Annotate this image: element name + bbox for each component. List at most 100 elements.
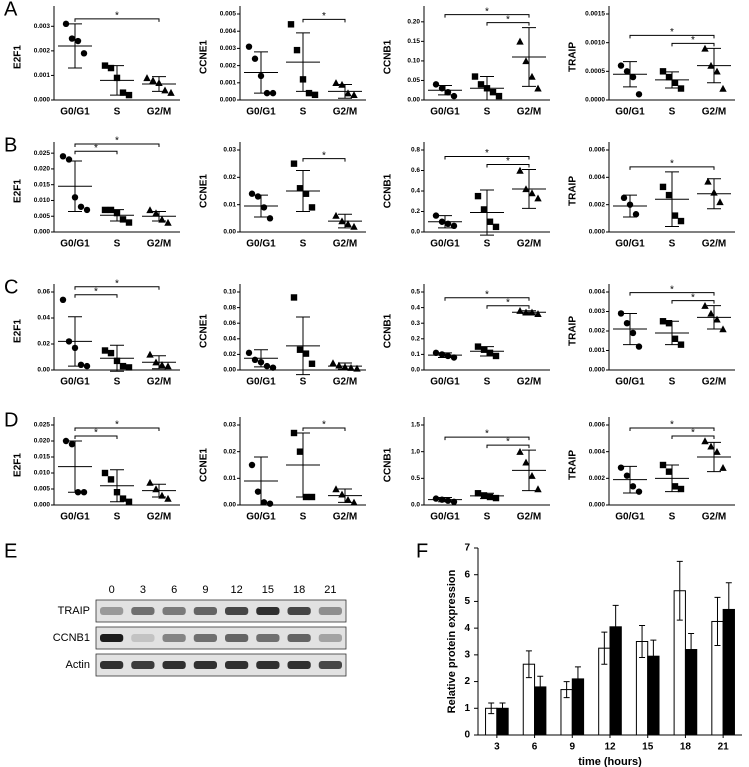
y-tick-label: 0.002	[589, 328, 606, 335]
point	[495, 92, 503, 100]
x-tick-label: G0/G1	[615, 377, 645, 388]
point	[269, 364, 277, 371]
significance-bracket	[629, 292, 715, 296]
blot-strip	[95, 626, 347, 650]
y-tick-label: 0.000	[589, 502, 606, 509]
x-tick-label: G0/G1	[615, 239, 645, 250]
blot-band	[318, 607, 342, 615]
point	[248, 190, 256, 197]
lane-label: 6	[171, 584, 177, 596]
point	[701, 301, 709, 309]
point	[432, 81, 440, 88]
error-bar	[254, 349, 268, 368]
error-bar	[110, 344, 124, 372]
point	[302, 190, 310, 197]
point	[119, 89, 127, 96]
blot-band	[287, 607, 311, 615]
x-tick-label: G2/M	[702, 107, 726, 118]
x-tick-label: S	[114, 377, 121, 388]
y-tick-label: 0.02	[223, 351, 236, 358]
x-tick-label: S	[300, 512, 307, 523]
significance-label: *	[94, 143, 98, 154]
point	[677, 341, 685, 348]
point	[486, 349, 494, 357]
y-tick-label: 0.002	[220, 62, 237, 69]
point	[251, 55, 259, 62]
y-tick-label: 0.015	[34, 454, 51, 461]
y-axis-label: E2F1	[13, 453, 24, 477]
point	[522, 458, 530, 466]
y-tick-label: 1.5	[411, 422, 420, 429]
panel-label: E	[4, 540, 17, 562]
error-bar	[714, 596, 721, 647]
x-tick-label: G2/M	[333, 239, 357, 250]
x-tick-label: G0/G1	[60, 512, 90, 523]
lane-label: 21	[324, 584, 336, 596]
point	[119, 495, 127, 502]
point	[632, 211, 640, 218]
point	[444, 497, 452, 504]
y-tick-label: 0.0	[411, 229, 420, 236]
significance-label: *	[115, 136, 119, 147]
y-tick-label: 0.00	[223, 502, 236, 509]
point	[450, 498, 458, 505]
y-axis-label: TRAIP	[568, 42, 579, 72]
lane-label: 3	[140, 584, 146, 596]
y-tick-label: 7	[464, 543, 470, 554]
error-bar	[296, 316, 310, 376]
point	[665, 320, 673, 327]
y-tick-label: 0.002	[589, 475, 606, 482]
point	[629, 73, 637, 81]
point	[266, 215, 274, 222]
point	[719, 325, 727, 333]
point	[534, 485, 542, 493]
x-tick-label: G0/G1	[246, 239, 276, 250]
y-tick-label: 0.001	[34, 72, 51, 79]
error-bar	[480, 346, 494, 357]
point	[290, 294, 298, 301]
significance-bracket	[74, 435, 118, 439]
error-bar	[68, 23, 82, 69]
y-tick-label: 0.06	[37, 289, 50, 296]
y-axis-label: TRAIP	[568, 316, 579, 346]
x-tick-label: S	[669, 239, 676, 250]
point	[119, 362, 127, 370]
error-bar	[499, 702, 506, 715]
y-axis-label: CCNB1	[383, 39, 394, 74]
point	[254, 488, 262, 495]
significance-label: *	[506, 437, 510, 448]
y-tick-label: 0.015	[34, 181, 51, 188]
point	[492, 352, 500, 360]
point	[474, 490, 482, 497]
x-tick-label: 9	[570, 742, 576, 753]
error-bar	[152, 211, 166, 222]
error-bar	[665, 464, 679, 493]
error-bar	[522, 168, 536, 209]
x-tick-label: S	[484, 239, 491, 250]
point	[125, 364, 133, 371]
y-tick-label: 0.005	[34, 486, 51, 493]
significance-label: *	[485, 6, 489, 17]
point	[489, 88, 497, 96]
point	[290, 160, 298, 167]
significance-label: *	[691, 292, 695, 303]
x-tick-label: G2/M	[702, 377, 726, 388]
error-bar	[623, 465, 637, 494]
point	[477, 81, 485, 88]
y-tick-label: 0.02	[37, 341, 50, 348]
point	[125, 91, 133, 99]
point	[665, 468, 673, 475]
point	[620, 194, 628, 202]
point	[350, 91, 358, 99]
significance-bracket	[74, 294, 118, 298]
y-tick-label: 0.20	[407, 19, 420, 26]
y-tick-label: 0.002	[589, 201, 606, 208]
point	[713, 315, 721, 323]
point	[528, 471, 536, 479]
y-tick-label: 0.4	[411, 188, 420, 195]
error-bar	[665, 320, 679, 346]
y-tick-label: 0.010	[34, 197, 51, 204]
y-tick-label: 2	[464, 676, 470, 687]
x-tick-label: G0/G1	[615, 107, 645, 118]
error-bar	[438, 85, 452, 96]
